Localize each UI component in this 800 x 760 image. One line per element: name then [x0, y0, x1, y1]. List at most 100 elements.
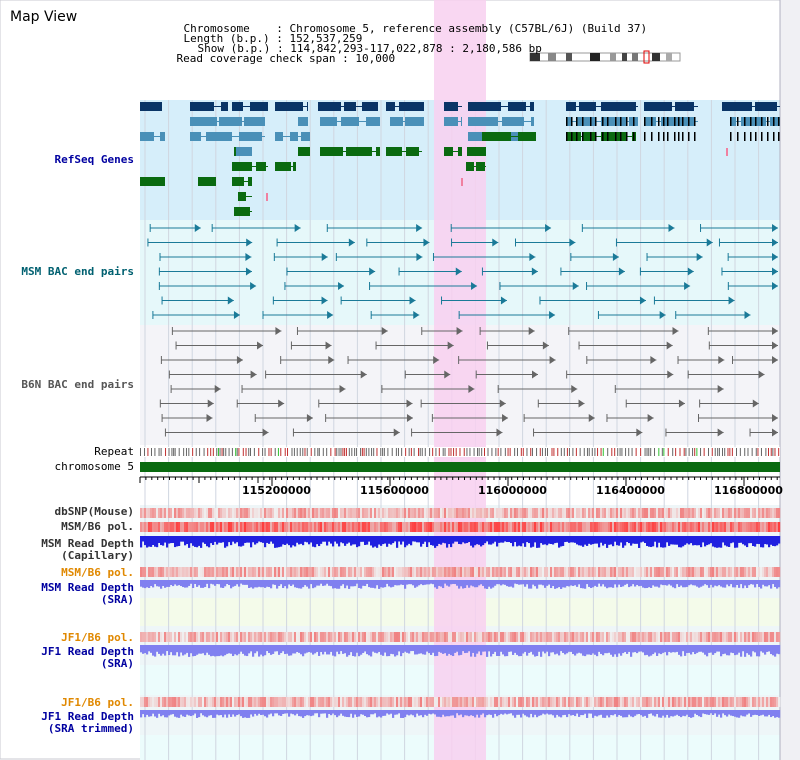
- depth-bar: [282, 580, 285, 589]
- pol-cell: [534, 567, 537, 577]
- depth-bar: [638, 645, 641, 652]
- pol-cell: [738, 697, 741, 707]
- repeat-mark: [607, 448, 609, 456]
- repeat-mark: [376, 448, 378, 456]
- track-label-dbsnp[interactable]: dbSNP(Mouse): [54, 505, 134, 518]
- pol-cell: [570, 522, 573, 532]
- gene-exon: [320, 147, 343, 156]
- track-label-jf1-depth-trimmed[interactable]: JF1 Read Depth: [41, 710, 134, 723]
- track-label-msm-b6-pol[interactable]: MSM/B6 pol.: [61, 520, 134, 533]
- pol-cell: [464, 697, 467, 707]
- depth-bar: [396, 645, 399, 656]
- pol-cell: [176, 697, 179, 707]
- track-label-msm-b6-pol-2[interactable]: MSM/B6 pol.: [61, 566, 134, 579]
- pol-cell: [668, 567, 671, 577]
- depth-bar: [770, 536, 773, 545]
- repeat-mark: [544, 448, 546, 456]
- track-label-msm-depth-sra[interactable]: MSM Read Depth: [41, 581, 134, 594]
- depth-bar: [194, 710, 197, 714]
- pol-cell: [598, 632, 601, 642]
- depth-bar: [242, 536, 245, 546]
- pol-cell: [706, 522, 709, 532]
- track-label-jf1-b6-pol[interactable]: JF1/B6 pol.: [61, 631, 134, 644]
- track-label-msm-bac[interactable]: MSM BAC end pairs: [21, 265, 134, 278]
- pol-cell: [548, 632, 551, 642]
- pol-cell: [758, 632, 761, 642]
- pol-cell: [228, 522, 231, 532]
- pol-cell: [428, 567, 431, 577]
- track-label-jf1-depth-sra[interactable]: JF1 Read Depth: [41, 645, 134, 658]
- pol-cell: [370, 522, 373, 532]
- depth-bar: [308, 645, 311, 653]
- pol-cell: [152, 508, 155, 518]
- track-label-repeat[interactable]: Repeat: [94, 445, 134, 458]
- depth-bar: [768, 580, 771, 586]
- pol-cell: [268, 632, 271, 642]
- depth-bar: [348, 580, 351, 589]
- pol-cell: [604, 632, 607, 642]
- depth-bar: [468, 580, 471, 588]
- bac-pair-arrow: [758, 370, 765, 379]
- depth-bar: [316, 536, 319, 545]
- depth-bar: [536, 580, 539, 589]
- depth-bar: [374, 536, 377, 547]
- gene-detail: [674, 132, 676, 141]
- pol-cell: [246, 508, 249, 518]
- pol-cell: [262, 632, 265, 642]
- depth-bar: [566, 580, 569, 587]
- pol-cell: [594, 522, 597, 532]
- depth-bar: [610, 710, 613, 716]
- pol-cell: [624, 697, 627, 707]
- gene-detail: [750, 117, 752, 126]
- pol-cell: [318, 632, 321, 642]
- pol-cell: [528, 522, 531, 532]
- span-sep: :: [335, 52, 356, 65]
- pol-cell: [568, 522, 571, 532]
- depth-bar: [610, 645, 613, 655]
- pol-cell: [776, 697, 779, 707]
- depth-bar: [572, 645, 575, 655]
- pol-cell: [210, 522, 213, 532]
- pol-cell: [320, 508, 323, 518]
- depth-bar: [332, 645, 335, 656]
- pol-cell: [366, 567, 369, 577]
- pol-cell: [500, 697, 503, 707]
- track-label-b6n-bac[interactable]: B6N BAC end pairs: [21, 378, 134, 391]
- pol-cell: [662, 522, 665, 532]
- pol-cell: [342, 508, 345, 518]
- repeat-mark: [395, 448, 397, 456]
- track-label-refseq[interactable]: RefSeq Genes: [54, 153, 134, 166]
- pol-cell: [442, 632, 445, 642]
- track-label-msm-depth-capillary[interactable]: MSM Read Depth: [41, 537, 134, 550]
- depth-bar: [756, 710, 759, 716]
- depth-bar: [232, 580, 235, 587]
- depth-bar: [222, 645, 225, 657]
- pol-cell: [388, 508, 391, 518]
- depth-bar: [600, 580, 603, 587]
- gene-exon: [250, 102, 268, 111]
- repeat-mark: [448, 448, 450, 456]
- depth-bar: [434, 710, 437, 715]
- pol-cell: [694, 567, 697, 577]
- pol-cell: [650, 508, 653, 518]
- depth-bar: [460, 645, 463, 655]
- pol-cell: [678, 567, 681, 577]
- depth-bar: [382, 580, 385, 588]
- depth-bar: [448, 645, 451, 654]
- pol-cell: [552, 522, 555, 532]
- depth-bar: [686, 710, 689, 715]
- track-label-jf1-b6-pol-2[interactable]: JF1/B6 pol.: [61, 696, 134, 709]
- depth-bar: [604, 580, 607, 587]
- pol-cell: [646, 632, 649, 642]
- depth-bar: [184, 580, 187, 588]
- pol-cell: [672, 632, 675, 642]
- bac-pair-arrow: [752, 399, 759, 408]
- repeat-mark: [583, 448, 585, 456]
- pol-cell: [152, 697, 155, 707]
- pol-cell: [412, 632, 415, 642]
- pol-cell: [310, 567, 313, 577]
- depth-bar: [682, 710, 685, 716]
- bac-pair-arrow: [542, 341, 549, 350]
- pol-cell: [730, 508, 733, 518]
- depth-bar: [284, 645, 287, 655]
